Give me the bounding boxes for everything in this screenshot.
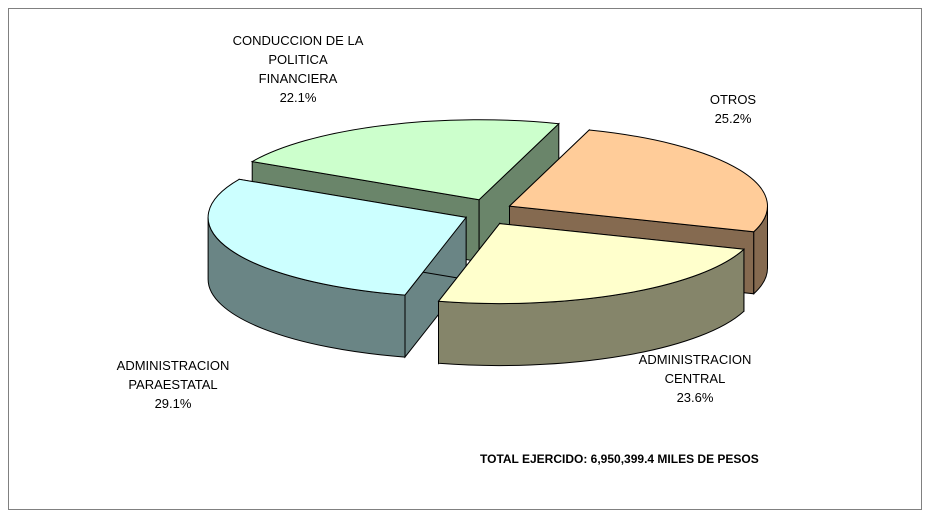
slice-top xyxy=(508,129,768,233)
total-annotation: TOTAL EJERCIDO: 6,950,399.4 MILES DE PES… xyxy=(480,452,759,466)
slice xyxy=(207,178,468,359)
category-name: CONDUCCION DE LA POLITICA FINANCIERA xyxy=(232,33,364,86)
category-name: OTROS xyxy=(709,92,757,107)
slice-top xyxy=(207,178,468,296)
slice-label: CONDUCCION DE LA POLITICA FINANCIERA 22.1… xyxy=(228,31,368,107)
slice-label: ADMINISTRACION CENTRAL 23.6% xyxy=(610,350,780,407)
slice-label: ADMINISTRACION PARAESTATAL 29.1% xyxy=(88,356,258,413)
slice-label: OTROS 25.2% xyxy=(648,90,818,128)
slice-top xyxy=(437,223,746,305)
value-label: 23.6% xyxy=(676,390,714,405)
category-name: ADMINISTRACION CENTRAL xyxy=(638,352,752,386)
value-label: 25.2% xyxy=(714,111,752,126)
slice xyxy=(437,222,746,367)
category-name: ADMINISTRACION PARAESTATAL xyxy=(116,358,230,392)
value-label: 22.1% xyxy=(279,90,317,105)
value-label: 29.1% xyxy=(154,396,192,411)
slice-top xyxy=(250,119,560,201)
